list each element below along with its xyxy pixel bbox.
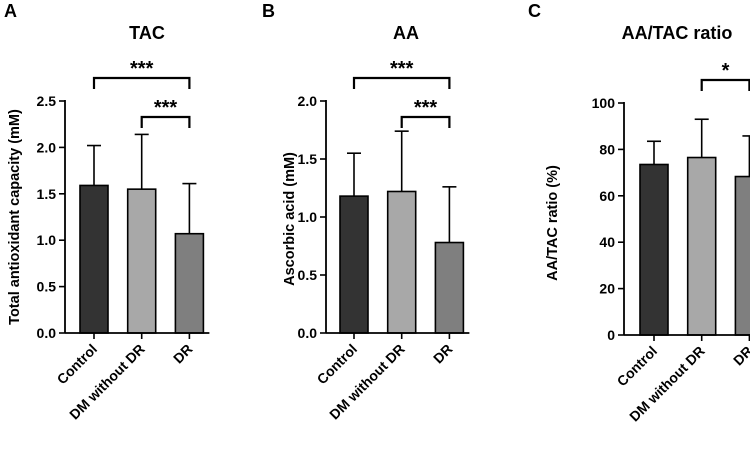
bar-dm-without-dr <box>126 188 157 334</box>
y-tick-label: 2.5 <box>37 93 57 109</box>
x-tick-label: DR <box>430 341 456 367</box>
panel-label: C <box>528 1 541 21</box>
y-tick-label: 1.0 <box>37 232 57 248</box>
bar-control <box>339 195 369 334</box>
bar-dr <box>734 175 750 336</box>
y-tick-label: 0.5 <box>37 279 57 295</box>
x-tick-label: DR <box>170 341 196 367</box>
significance-bracket <box>700 78 750 91</box>
y-tick-label: 80 <box>599 141 615 157</box>
y-tick-label: 0.0 <box>37 325 57 341</box>
significance-label: *** <box>390 58 414 80</box>
y-tick-label: 1.0 <box>298 209 318 225</box>
x-tick-label: DR <box>730 343 750 369</box>
bar-control <box>79 184 109 334</box>
x-tick-label: Control <box>614 343 661 390</box>
y-tick-label: 2.0 <box>298 93 318 109</box>
y-tick-label: 100 <box>592 95 616 111</box>
y-tick-label: 2.0 <box>37 139 57 155</box>
bar-control <box>639 163 669 336</box>
y-tick-label: 1.5 <box>37 186 57 202</box>
y-tick-label: 0.0 <box>298 325 318 341</box>
bar-dr <box>434 241 465 334</box>
chart-title: AA/TAC ratio <box>622 23 733 43</box>
significance-label: * <box>722 60 730 82</box>
significance-label: *** <box>130 58 154 80</box>
x-tick-label: Control <box>54 341 101 388</box>
panel-label: B <box>262 1 275 21</box>
y-axis-label: AA/TAC ratio (%) <box>545 165 561 281</box>
y-tick-label: 40 <box>599 234 615 250</box>
y-axis-label: Ascorbic acid (mM) <box>282 152 298 286</box>
significance-bracket <box>352 76 451 89</box>
y-tick-label: 0.5 <box>298 267 318 283</box>
y-axis-label: Total antioxidant capacity (mM) <box>7 109 23 325</box>
significance-bracket <box>92 76 191 89</box>
y-tick-label: 0 <box>607 327 615 343</box>
significance-label: *** <box>414 97 438 119</box>
chart-title: TAC <box>129 23 165 43</box>
bar-dm-without-dr <box>386 190 417 334</box>
chart-title: AA <box>393 23 419 43</box>
y-tick-label: 20 <box>599 281 615 297</box>
panel-label: A <box>4 1 17 21</box>
y-tick-label: 60 <box>599 188 615 204</box>
y-tick-label: 1.5 <box>298 151 318 167</box>
significance-bracket <box>140 115 191 128</box>
bar-dr <box>174 232 205 334</box>
significance-label: *** <box>154 97 178 119</box>
significance-bracket <box>400 115 451 128</box>
bar-dm-without-dr <box>686 156 717 336</box>
x-tick-label: Control <box>314 341 361 388</box>
